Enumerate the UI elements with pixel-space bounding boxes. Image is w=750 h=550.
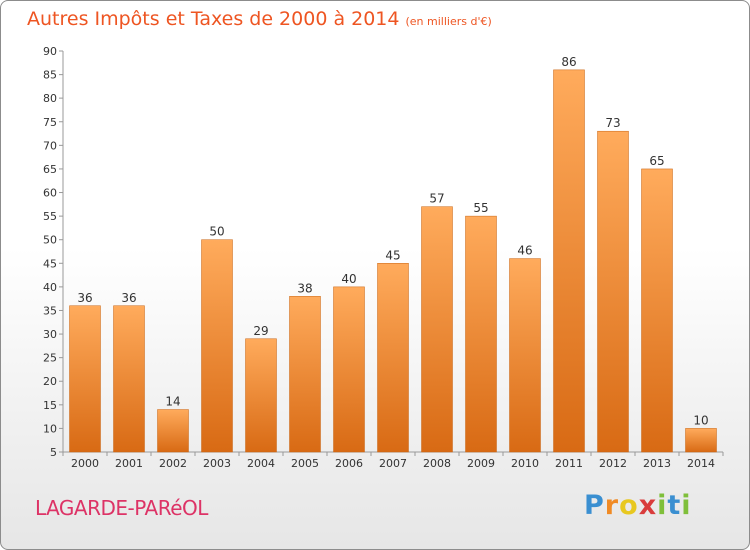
bar-value-label: 38 [297, 281, 312, 295]
logo-letter: r [604, 490, 620, 521]
bar [69, 305, 101, 453]
x-tick-label: 2010 [511, 457, 539, 470]
y-tick-label: 35 [43, 304, 57, 317]
x-tick-label: 2014 [687, 457, 715, 470]
y-tick-label: 30 [43, 328, 57, 341]
chart-unit-note: (en milliers d'€) [405, 15, 492, 28]
x-tick-label: 2013 [643, 457, 671, 470]
y-tick-label: 90 [43, 45, 57, 58]
logo-letter: o [619, 490, 639, 521]
logo-letter: P [584, 490, 605, 521]
bar [597, 130, 629, 453]
x-tick-label: 2000 [71, 457, 99, 470]
bar-value-label: 45 [385, 248, 400, 262]
x-tick-label: 2012 [599, 457, 627, 470]
y-tick-label: 15 [43, 399, 57, 412]
bar [113, 305, 145, 453]
logo-letter: i [681, 490, 692, 521]
bar [201, 239, 233, 453]
logo-letter: i [657, 490, 668, 521]
bar [641, 168, 673, 453]
bar-value-label: 46 [517, 244, 532, 258]
bar-value-label: 57 [429, 192, 444, 206]
chart-title: Autres Impôts et Taxes de 2000 à 2014 [27, 8, 400, 30]
x-tick-label: 2001 [115, 457, 143, 470]
x-tick-label: 2003 [203, 457, 231, 470]
commune-name: LAGARDE-PARéOL [35, 496, 208, 520]
bar [465, 215, 497, 453]
y-tick-label: 60 [43, 187, 57, 200]
bar-value-label: 55 [473, 201, 488, 215]
logo-letter: t [667, 490, 682, 521]
bar-value-label: 36 [121, 291, 136, 305]
bar [377, 263, 409, 453]
bar-value-label: 36 [77, 291, 92, 305]
y-tick-label: 40 [43, 281, 57, 294]
x-tick-label: 2005 [291, 457, 319, 470]
bar-value-label: 86 [561, 55, 576, 69]
bar [509, 258, 541, 453]
y-tick-label: 85 [43, 69, 57, 82]
y-tick-label: 55 [43, 210, 57, 223]
bar-value-label: 50 [209, 225, 224, 239]
y-tick-label: 5 [50, 446, 57, 459]
bar [157, 409, 189, 453]
x-tick-label: 2011 [555, 457, 583, 470]
x-tick-label: 2006 [335, 457, 363, 470]
y-tick-label: 65 [43, 163, 57, 176]
y-tick-label: 45 [43, 257, 57, 270]
bar-value-label: 29 [253, 324, 268, 338]
bar-value-label: 40 [341, 272, 356, 286]
y-tick-label: 75 [43, 116, 57, 129]
bar [289, 296, 321, 453]
bar [553, 69, 585, 453]
y-tick-label: 20 [43, 375, 57, 388]
x-tick-label: 2009 [467, 457, 495, 470]
logo-letter: x [638, 490, 658, 521]
y-tick-label: 70 [43, 139, 57, 152]
bar [421, 206, 453, 453]
y-tick-label: 10 [43, 422, 57, 435]
bar [333, 286, 365, 453]
x-tick-label: 2008 [423, 457, 451, 470]
y-tick-label: 25 [43, 352, 57, 365]
x-tick-label: 2004 [247, 457, 275, 470]
bar-value-label: 14 [165, 395, 180, 409]
proxiti-logo: Proxiti [584, 490, 692, 521]
bar [685, 428, 717, 453]
x-tick-label: 2007 [379, 457, 407, 470]
bar-value-label: 73 [605, 116, 620, 130]
x-tick-label: 2002 [159, 457, 187, 470]
y-tick-label: 50 [43, 234, 57, 247]
bar-value-label: 10 [693, 413, 708, 427]
bar [245, 338, 277, 453]
chart-title-row: Autres Impôts et Taxes de 2000 à 2014 (en… [27, 8, 492, 30]
bar-value-label: 65 [649, 154, 664, 168]
y-tick-label: 80 [43, 92, 57, 105]
